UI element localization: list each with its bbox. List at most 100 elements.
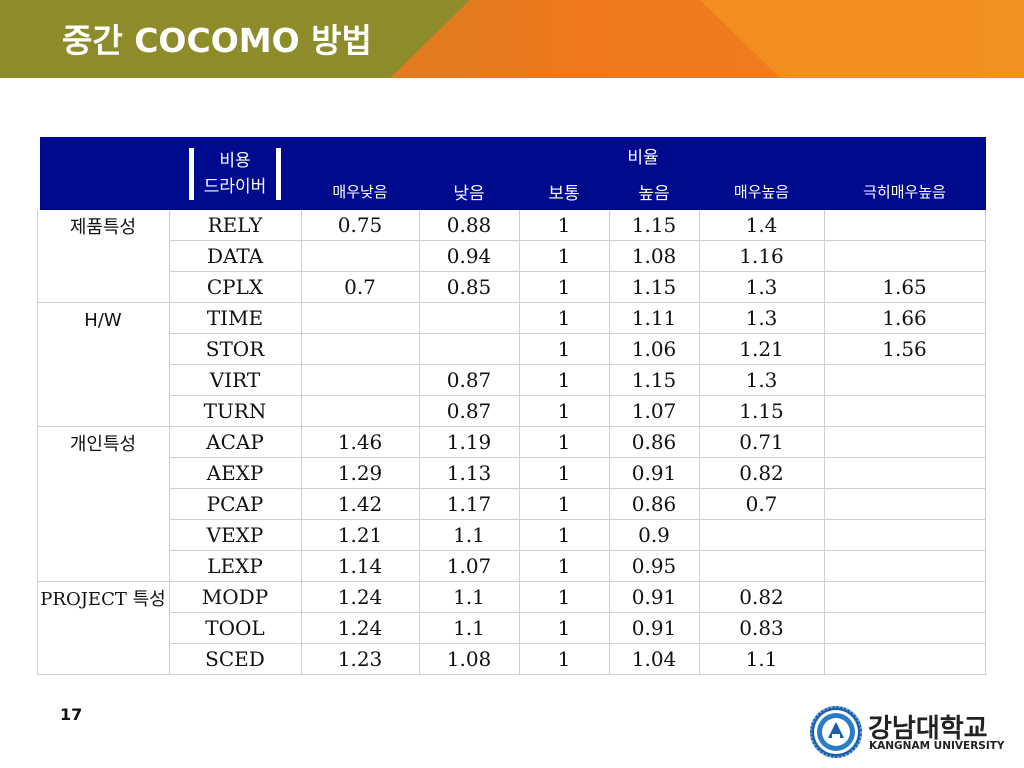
group-label: 개인특성 [36, 426, 170, 582]
multiplier-cell [300, 240, 420, 272]
multiplier-cell: 1.17 [418, 488, 520, 520]
multiplier-cell: 0.83 [698, 612, 825, 644]
multiplier-cell: 0.85 [418, 271, 520, 303]
multiplier-cell [300, 364, 420, 396]
multiplier-cell: 1 [518, 209, 610, 241]
table-row: 제품특성 RELY 0.75 0.88 1 1.15 1.4 [36, 209, 986, 303]
cost-driver-cell: RELY [168, 209, 302, 241]
multiplier-cell: 0.87 [418, 395, 520, 427]
multiplier-cell [823, 240, 986, 272]
multiplier-cell: 0.9 [608, 519, 700, 551]
header-level-1: 낮음 [418, 172, 520, 210]
cost-driver-cell: TOOL [168, 612, 302, 644]
multiplier-cell [300, 395, 420, 427]
table-row: STOR 1 1.06 1.21 1.56 [37, 333, 986, 365]
multiplier-cell: 1.06 [608, 333, 700, 365]
multiplier-cell: 1 [518, 457, 610, 489]
header-corner [34, 137, 170, 210]
multiplier-cell: 1 [518, 519, 610, 551]
cost-driver-cell: SCED [168, 643, 302, 675]
table-body: 제품특성 RELY 0.75 0.88 1 1.15 1.4 DATA 0.94 1 1.08 1.1… [36, 209, 986, 675]
multiplier-cell: 1 [518, 240, 610, 272]
header-level-0: 매우낮음 [300, 172, 420, 210]
multiplier-cell: 1 [518, 271, 610, 303]
header-ratio: 비율 [300, 137, 986, 173]
table-row: DATA 0.94 1 1.08 1.16 [37, 240, 986, 272]
title-bar: 중간 COCOMO 방법 [0, 0, 1024, 78]
multiplier-cell [300, 302, 420, 334]
multiplier-cell [823, 426, 986, 458]
multiplier-cell: 1.4 [698, 209, 825, 241]
multiplier-cell [823, 550, 986, 582]
cost-driver-cell: MODP [168, 581, 302, 613]
multiplier-cell: 1.15 [608, 271, 700, 303]
table-row: 개인특성 ACAP 1.46 1.19 1 0.86 0.71 [36, 426, 986, 582]
multiplier-cell: 0.95 [608, 550, 700, 582]
multiplier-cell: 1.14 [300, 550, 420, 582]
multiplier-cell [823, 519, 986, 551]
multiplier-cell: 0.71 [698, 426, 825, 458]
multiplier-cell: 1 [518, 302, 610, 334]
university-logo: 강남대학교 KANGNAM UNIVERSITY [808, 704, 1008, 760]
multiplier-cell [418, 333, 520, 365]
multiplier-cell: 1.46 [300, 426, 420, 458]
table-row: H/W TIME 1 1.11 1.3 1.66 [36, 302, 986, 427]
multiplier-cell: 1.15 [608, 364, 700, 396]
multiplier-cell: 1.13 [418, 457, 520, 489]
multiplier-cell: 1 [518, 364, 610, 396]
multiplier-cell: 0.91 [608, 612, 700, 644]
multiplier-cell: 1.19 [418, 426, 520, 458]
cost-driver-cell: VEXP [168, 519, 302, 551]
multiplier-cell: 1.1 [418, 581, 520, 613]
university-subtitle: KANGNAM UNIVERSITY [869, 740, 1005, 752]
title-bar-background [0, 0, 1024, 78]
cost-driver-cell: TIME [168, 302, 302, 334]
cost-driver-cell: PCAP [168, 488, 302, 520]
header-level-3: 높음 [608, 172, 700, 210]
multiplier-cell: 1 [518, 550, 610, 582]
cost-driver-cell: ACAP [168, 426, 302, 458]
multiplier-cell: 0.7 [698, 488, 825, 520]
multiplier-cell [698, 550, 825, 582]
table-row: LEXP 1.14 1.07 1 0.95 [37, 550, 986, 582]
multiplier-cell [823, 209, 986, 241]
multiplier-cell: 0.91 [608, 457, 700, 489]
table-row: TURN 0.87 1 1.07 1.15 [37, 395, 986, 427]
table-row: PCAP 1.42 1.17 1 0.86 0.7 [37, 488, 986, 520]
multiplier-cell: 1 [518, 395, 610, 427]
multiplier-cell [823, 457, 986, 489]
multiplier-cell: 1 [518, 488, 610, 520]
multiplier-cell: 1.65 [823, 271, 986, 303]
cost-driver-cell: VIRT [168, 364, 302, 396]
group-label: PROJECT 특성 [36, 581, 170, 675]
multiplier-cell: 1.15 [608, 209, 700, 241]
multiplier-cell: 1.42 [300, 488, 420, 520]
multiplier-cell: 1.1 [698, 643, 825, 675]
multiplier-cell [823, 395, 986, 427]
multiplier-cell: 0.94 [418, 240, 520, 272]
multiplier-cell: 1.3 [698, 302, 825, 334]
cost-driver-cell: CPLX [168, 271, 302, 303]
header-levels-row: 매우낮음 낮음 보통 높음 매우높음 극히매우높음 [37, 172, 986, 210]
multiplier-cell [823, 364, 986, 396]
university-name: 강남대학교 [868, 714, 988, 744]
multiplier-cell [418, 302, 520, 334]
multiplier-cell: 1.21 [698, 333, 825, 365]
table-row: VEXP 1.21 1.1 1 0.9 [37, 519, 986, 551]
cost-driver-cell: TURN [168, 395, 302, 427]
multiplier-cell: 0.82 [698, 581, 825, 613]
multiplier-cell: 1.07 [608, 395, 700, 427]
multiplier-cell: 0.82 [698, 457, 825, 489]
multiplier-cell: 1.21 [300, 519, 420, 551]
table-row: TOOL 1.24 1.1 1 0.91 0.83 [37, 612, 986, 644]
cocomo-multiplier-table: 비용 드라이버 비율 매우낮음 낮음 보통 높음 매우높음 극히매우높음 제품특성 RELY… [34, 137, 986, 675]
multiplier-cell: 0.87 [418, 364, 520, 396]
multiplier-cell: 1.08 [608, 240, 700, 272]
page-number: 17 [60, 705, 83, 724]
multiplier-cell: 1.3 [698, 271, 825, 303]
multiplier-cell [823, 581, 986, 613]
table-row: PROJECT 특성 MODP 1.24 1.1 1 0.91 0.82 [36, 581, 986, 675]
header-cost-driver-label: 비용 드라이버 [188, 147, 282, 200]
table-row: CPLX 0.7 0.85 1 1.15 1.3 1.65 [37, 271, 986, 303]
multiplier-cell: 1.66 [823, 302, 986, 334]
